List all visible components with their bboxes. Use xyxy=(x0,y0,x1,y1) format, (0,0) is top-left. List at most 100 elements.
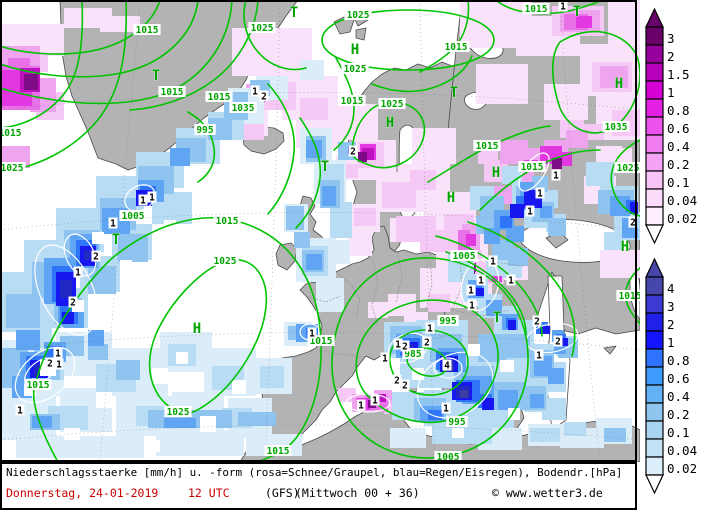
isobar-label: 1015 xyxy=(0,127,24,139)
isobar-label: 1015 xyxy=(205,91,233,103)
precip-cell xyxy=(500,216,512,228)
svg-text:995: 995 xyxy=(439,316,456,327)
precip-value: 1 xyxy=(53,347,63,360)
precip-cell xyxy=(32,416,52,428)
isobar-label: 1005 xyxy=(434,451,462,462)
legend-value: 3 xyxy=(667,31,675,46)
svg-text:1: 1 xyxy=(508,276,514,287)
legend-swatch xyxy=(645,44,664,64)
svg-text:1035: 1035 xyxy=(232,103,255,114)
precip-cell xyxy=(260,366,284,388)
legend-swatch xyxy=(645,330,664,350)
svg-text:2: 2 xyxy=(93,252,99,263)
precip-cell xyxy=(60,280,72,298)
precip-cell xyxy=(604,232,624,250)
precip-cell xyxy=(460,390,468,398)
isobar-label: 1015 xyxy=(158,86,186,98)
precip-cell xyxy=(92,232,104,244)
svg-text:1: 1 xyxy=(149,193,155,204)
legend-swatch xyxy=(645,276,664,296)
precip-cell xyxy=(420,230,458,252)
svg-text:1: 1 xyxy=(309,329,315,340)
precip-cell xyxy=(468,344,480,356)
precip-cell xyxy=(118,234,148,262)
svg-text:1: 1 xyxy=(443,404,449,415)
legend-swatch xyxy=(645,116,664,136)
pressure-center-T: T xyxy=(321,159,329,175)
precip-cell xyxy=(410,170,436,190)
svg-text:2: 2 xyxy=(402,381,408,392)
precip-cell xyxy=(500,360,514,372)
precip-cell xyxy=(564,422,586,436)
legend-value: 2 xyxy=(667,317,675,332)
map-border xyxy=(0,0,637,462)
isobar-label: 1035 xyxy=(602,121,630,133)
svg-text:2: 2 xyxy=(394,376,400,387)
precip-value: 1 xyxy=(506,274,516,287)
precip-cell xyxy=(238,412,276,426)
legend-swatch xyxy=(645,188,664,208)
precip-cell xyxy=(164,220,176,232)
isobar-label: 985 xyxy=(402,348,424,360)
svg-text:985: 985 xyxy=(404,349,421,360)
precip-cell xyxy=(378,394,386,402)
svg-text:1005: 1005 xyxy=(122,211,145,222)
precip-cell xyxy=(164,418,196,428)
isobar-label: 995 xyxy=(194,124,216,136)
legend-swatch xyxy=(645,420,664,440)
precip-value: 1 xyxy=(54,358,64,371)
svg-text:1025: 1025 xyxy=(347,10,370,21)
precip-cell xyxy=(530,428,560,442)
precip-cell xyxy=(540,326,550,334)
isobar-label: 1015 xyxy=(473,140,501,152)
legend-arrow-up xyxy=(645,8,664,28)
precip-value: 2 xyxy=(628,216,638,229)
svg-text:1: 1 xyxy=(56,360,62,371)
svg-text:1035: 1035 xyxy=(605,122,628,133)
precip-value: 1 xyxy=(356,399,366,412)
precip-cell xyxy=(484,228,500,244)
legend-swatch xyxy=(645,134,664,154)
svg-text:1: 1 xyxy=(537,189,543,200)
isobar-label: 1015 xyxy=(442,41,470,53)
caption-meta: Donnerstag, 24-01-2019 12 UTC (GFS) (Mit… xyxy=(2,486,635,506)
svg-text:1025: 1025 xyxy=(1,163,24,174)
svg-text:2: 2 xyxy=(70,298,76,309)
precip-cell xyxy=(24,74,38,90)
isobar-label: 1015 xyxy=(338,95,366,107)
precip-cell xyxy=(200,416,216,432)
svg-text:2: 2 xyxy=(350,147,356,158)
isobar-label: 1035 xyxy=(229,102,257,114)
svg-text:1: 1 xyxy=(395,340,401,351)
precip-value: 1 xyxy=(380,352,390,365)
isobar-label: 1015 xyxy=(616,290,640,302)
legend-swatch xyxy=(645,402,664,422)
svg-text:1015: 1015 xyxy=(161,87,184,98)
precip-cell xyxy=(600,250,640,278)
pressure-center-T: T xyxy=(112,232,120,248)
svg-text:1: 1 xyxy=(372,396,378,407)
weather-map: 1015101599510151025101510251015103510251… xyxy=(0,0,640,462)
precip-cell xyxy=(88,266,116,294)
footer-model: (GFS) xyxy=(265,486,300,500)
precip-value: 1 xyxy=(551,169,561,182)
isobar-label: 1015 xyxy=(264,445,292,457)
svg-text:1: 1 xyxy=(17,406,23,417)
precip-cell xyxy=(506,226,524,242)
isobar-label: 995 xyxy=(446,416,468,428)
pressure-center-H: H xyxy=(351,42,359,58)
legend-value: 0.04 xyxy=(667,443,697,458)
isobar-labels-layer: 1015101599510151025101510251015103510251… xyxy=(0,3,640,462)
precip-value: 1 xyxy=(467,299,477,312)
precip-value: 1 xyxy=(307,327,317,340)
svg-text:1015: 1015 xyxy=(619,291,640,302)
legend-swatch xyxy=(645,152,664,172)
svg-text:1: 1 xyxy=(527,207,533,218)
svg-text:2: 2 xyxy=(261,92,267,103)
precip-cell xyxy=(466,234,476,246)
precip-cell xyxy=(576,16,592,28)
isobar-label: 1015 xyxy=(307,335,335,347)
legend-rain-scale: 4 3 2 1 0.8 0.6 0.4 0.2 0.1 0.04 0.02 xyxy=(645,258,697,495)
svg-text:1015: 1015 xyxy=(208,92,231,103)
